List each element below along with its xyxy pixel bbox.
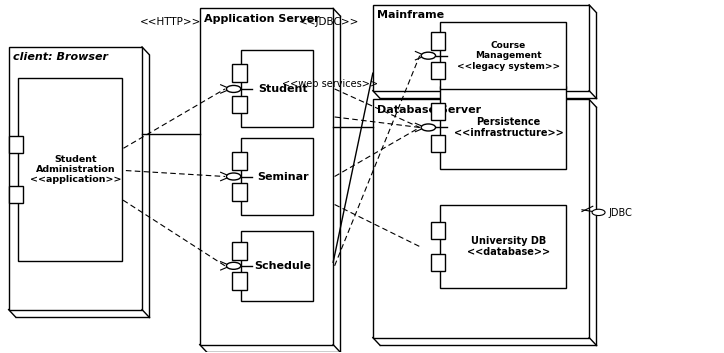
Bar [439,86,565,169]
Circle shape [592,209,605,216]
Bar [9,136,23,153]
Bar [200,8,333,345]
Bar [373,100,589,337]
Bar [431,32,445,50]
Text: Course
Management
<<legacy system>>: Course Management <<legacy system>> [457,41,560,71]
Text: University DB
<<database>>: University DB <<database>> [467,236,550,257]
Bar [431,135,445,152]
Bar [241,50,313,127]
Bar [241,231,313,301]
Text: <<JDBC>>: <<JDBC>> [299,17,360,27]
Bar [232,65,247,82]
Text: Application Server: Application Server [204,14,320,24]
Circle shape [227,173,241,180]
Text: Persistence
<<infrastructure>>: Persistence <<infrastructure>> [453,117,563,138]
Text: Mainframe: Mainframe [377,10,445,20]
Circle shape [421,124,436,131]
Bar [431,222,445,239]
Bar [439,205,565,288]
Bar [373,5,589,91]
Text: Database Server: Database Server [377,105,481,115]
Bar [241,138,313,215]
Text: <<web services>>: <<web services>> [282,79,377,89]
Bar [9,47,142,310]
Bar [232,272,247,289]
Text: Student: Student [258,84,308,94]
Bar [17,78,122,261]
Text: JDBC: JDBC [609,208,633,218]
Circle shape [227,262,241,269]
Text: <<HTTP>>: <<HTTP>> [140,17,201,27]
Circle shape [421,52,436,59]
Bar [232,184,247,201]
Bar [232,152,247,169]
Bar [9,186,23,203]
Circle shape [227,85,241,92]
Text: Student
Administration
<<application>>: Student Administration <<application>> [30,155,122,184]
Bar [431,254,445,271]
Text: Schedule: Schedule [254,261,311,271]
Text: client: Browser: client: Browser [13,52,108,62]
Bar [232,242,247,259]
Bar [232,96,247,113]
Text: Seminar: Seminar [257,172,308,181]
Bar [431,103,445,120]
Bar [439,22,565,89]
Bar [431,62,445,79]
